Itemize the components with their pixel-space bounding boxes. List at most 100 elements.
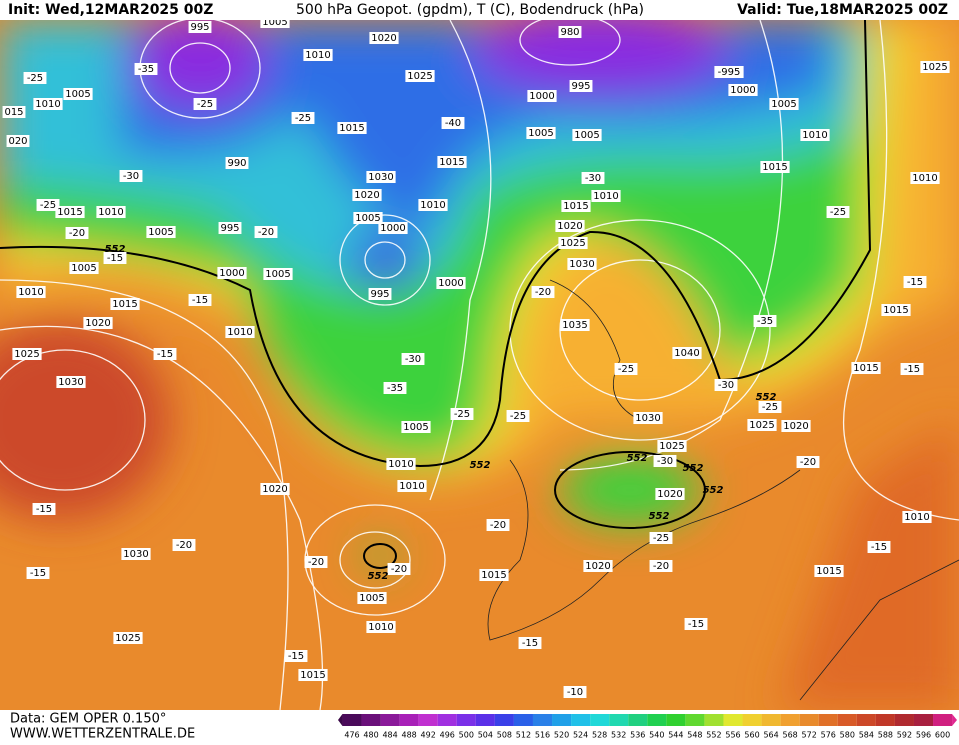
isoline-label: 020 bbox=[8, 136, 27, 147]
isoline-label: 1005 bbox=[65, 89, 90, 100]
isoline-label: -10 bbox=[567, 687, 583, 698]
scale-label: 556 bbox=[725, 731, 740, 740]
scale-label: 548 bbox=[687, 731, 702, 740]
header-bar bbox=[0, 0, 959, 20]
scale-label: 492 bbox=[421, 731, 436, 740]
label-box bbox=[16, 286, 46, 298]
contour-552-label: 552 bbox=[703, 485, 724, 496]
isoline-label: -20 bbox=[69, 228, 85, 239]
label-box bbox=[260, 483, 290, 495]
isoline-label: -15 bbox=[36, 504, 52, 515]
isoline-label: 1010 bbox=[388, 459, 413, 470]
label-box bbox=[55, 206, 85, 218]
label-box bbox=[826, 206, 850, 218]
scale-swatch bbox=[780, 714, 800, 726]
isoline-label: 1015 bbox=[112, 299, 137, 310]
scale-label: 524 bbox=[573, 731, 588, 740]
label-box bbox=[284, 650, 308, 662]
scale-swatch bbox=[894, 714, 914, 726]
scale-label: 576 bbox=[821, 731, 836, 740]
isoline-label: 1025 bbox=[115, 633, 140, 644]
label-box bbox=[32, 503, 56, 515]
isoline-label: -20 bbox=[490, 520, 506, 531]
isoline-label: 1010 bbox=[368, 622, 393, 633]
isoline-label: 1020 bbox=[585, 561, 610, 572]
label-box bbox=[83, 317, 113, 329]
label-box bbox=[479, 569, 509, 581]
isoline-label: 1015 bbox=[563, 201, 588, 212]
label-box bbox=[486, 519, 510, 531]
isoline-label: -15 bbox=[288, 651, 304, 662]
scale-label: 528 bbox=[592, 731, 607, 740]
label-box bbox=[649, 532, 673, 544]
isoline-label: 015 bbox=[4, 107, 23, 118]
label-box bbox=[555, 220, 585, 232]
label-box bbox=[304, 556, 328, 568]
scale-swatch bbox=[590, 714, 610, 726]
isoline-label: 1025 bbox=[922, 62, 947, 73]
init-time: Init: Wed,12MAR2025 00Z bbox=[8, 2, 213, 18]
isoline-label: -25 bbox=[40, 200, 56, 211]
scale-swatch bbox=[380, 714, 400, 726]
scale-label: 504 bbox=[478, 731, 493, 740]
scale-label: 480 bbox=[363, 731, 378, 740]
isoline-label: 1020 bbox=[783, 421, 808, 432]
isoline-label: 1015 bbox=[816, 566, 841, 577]
scale-swatch bbox=[532, 714, 553, 726]
isoline-label: -35 bbox=[138, 64, 154, 75]
label-box bbox=[441, 117, 465, 129]
isoline-label: 1010 bbox=[98, 207, 123, 218]
contour-552-label: 552 bbox=[470, 460, 491, 471]
isoline-label: 1010 bbox=[802, 130, 827, 141]
scale-arrow-right bbox=[952, 714, 957, 726]
scale-label: 564 bbox=[763, 731, 778, 740]
label-box bbox=[172, 539, 196, 551]
label-box bbox=[714, 66, 744, 78]
isoline-label: 1020 bbox=[557, 221, 582, 232]
isoline-label: -20 bbox=[653, 561, 669, 572]
label-box bbox=[781, 420, 811, 432]
scale-swatch bbox=[837, 714, 857, 726]
isoline-label: -35 bbox=[387, 383, 403, 394]
label-box bbox=[567, 258, 597, 270]
label-box bbox=[653, 455, 677, 467]
scale-swatch bbox=[799, 714, 819, 726]
label-box bbox=[881, 304, 911, 316]
color-scale: 476 480 484 488 492 496 500 504 508 512 516 520 524 5… bbox=[338, 714, 957, 740]
label-box bbox=[353, 212, 383, 224]
label-box bbox=[714, 379, 738, 391]
scale-label: 580 bbox=[840, 731, 855, 740]
label-box bbox=[63, 88, 93, 100]
isoline-label: 1000 bbox=[438, 278, 463, 289]
isoline-label: 1025 bbox=[407, 71, 432, 82]
scale-label: 584 bbox=[859, 731, 874, 740]
label-box bbox=[12, 348, 42, 360]
label-box bbox=[563, 686, 587, 698]
isoline-label: -25 bbox=[197, 99, 213, 110]
label-box bbox=[337, 122, 367, 134]
isoline-label: 1020 bbox=[354, 190, 379, 201]
label-box bbox=[368, 288, 392, 300]
scale-label: 508 bbox=[497, 731, 512, 740]
isoline-label: 1025 bbox=[14, 349, 39, 360]
isoline-label: 1000 bbox=[730, 85, 755, 96]
contour-552-label: 552 bbox=[683, 463, 704, 474]
isoline-label: 980 bbox=[560, 27, 579, 38]
label-box bbox=[69, 262, 99, 274]
isoline-label: 1010 bbox=[399, 481, 424, 492]
isoline-label: -20 bbox=[391, 564, 407, 575]
isoline-label: 1005 bbox=[71, 263, 96, 274]
data-source: Data: GEM OPER 0.150° bbox=[10, 712, 166, 727]
label-box bbox=[96, 206, 126, 218]
label-box bbox=[119, 170, 143, 182]
label-box bbox=[188, 294, 212, 306]
label-box bbox=[33, 98, 63, 110]
scale-label: 596 bbox=[916, 731, 931, 740]
isoline-label: 995 bbox=[370, 289, 389, 300]
label-box bbox=[378, 222, 408, 234]
isoline-label: 1030 bbox=[58, 377, 83, 388]
isoline-label: 1015 bbox=[57, 207, 82, 218]
isoline-label: 1020 bbox=[371, 33, 396, 44]
